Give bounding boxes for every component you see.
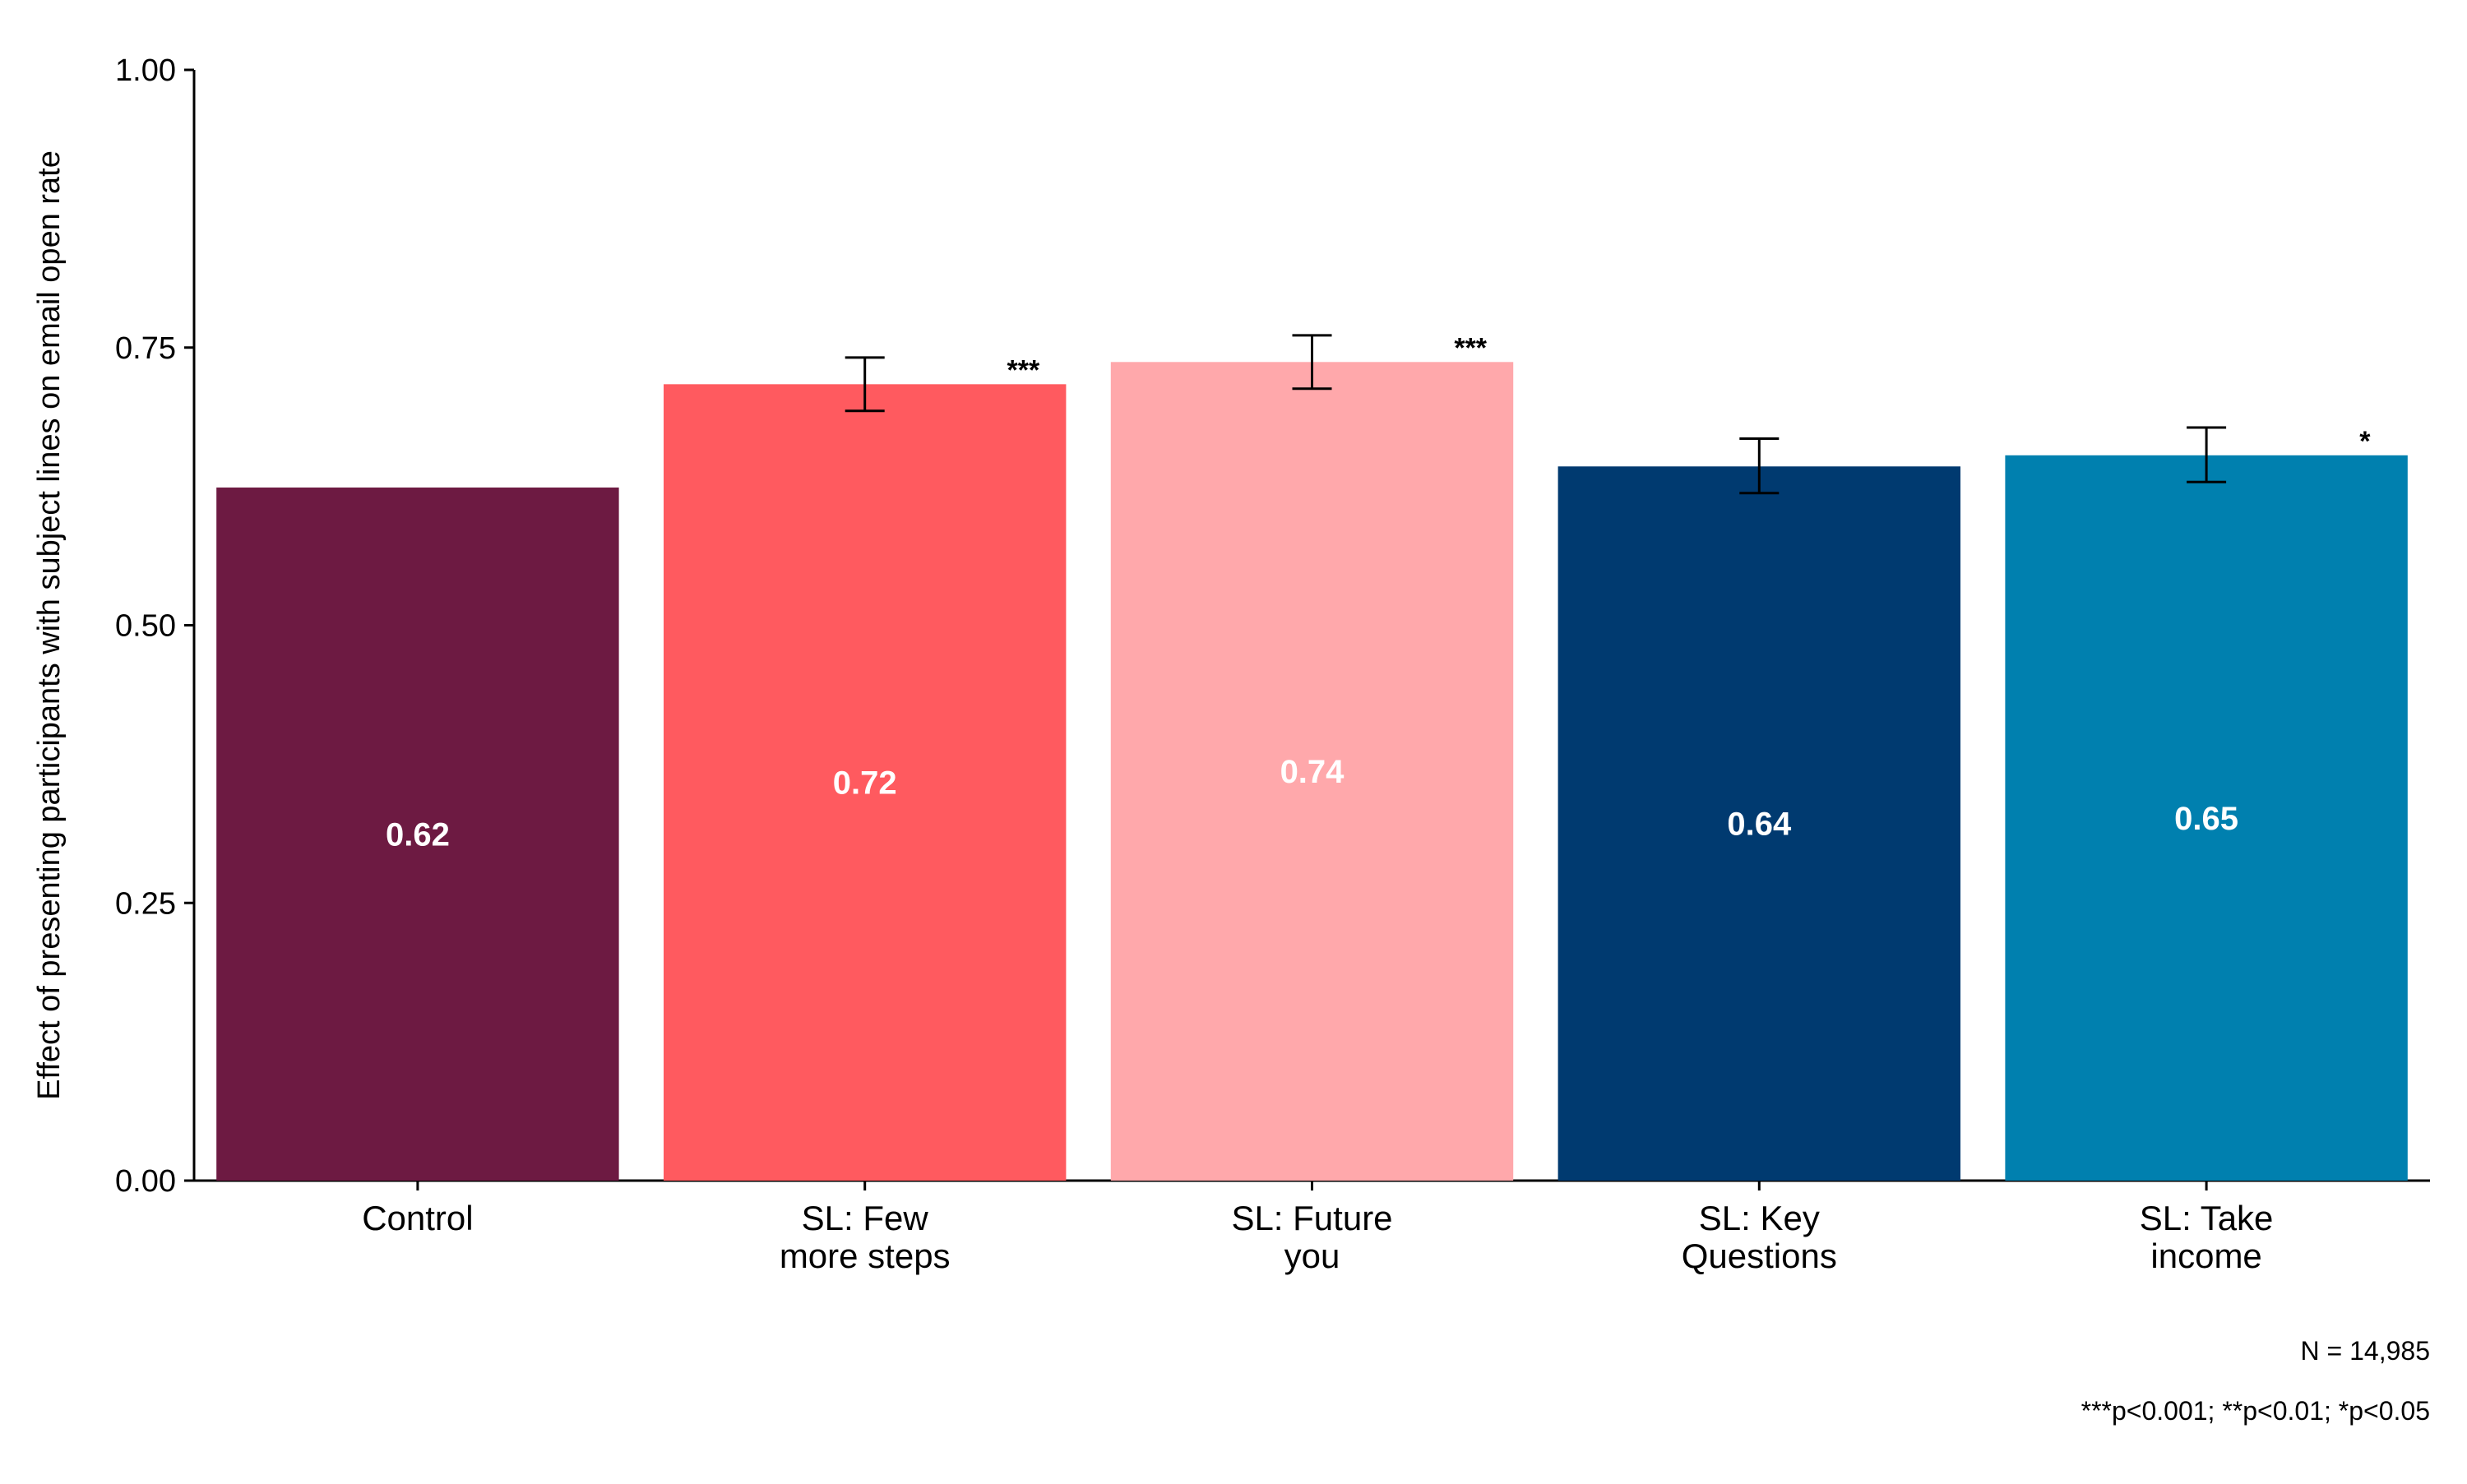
- x-tick-label: SL: Future you: [1231, 1199, 1392, 1275]
- x-axis: Control SL: Few more steps SL: Future you SL:…: [194, 1179, 2430, 1275]
- bars: [216, 362, 2408, 1181]
- y-tick-label: 0.75: [115, 331, 176, 366]
- error-bar: [2187, 426, 2227, 483]
- error-bar: [1292, 334, 1332, 391]
- significance-marker: *: [2359, 426, 2371, 457]
- bar-value-labels: 0.62 0.72 0.74 0.64 0.65: [386, 754, 2238, 853]
- p-value-note: ***p<0.001; **p<0.01; *p<0.05: [2081, 1396, 2430, 1426]
- bar: [1110, 362, 1514, 1181]
- bar: [1557, 466, 1961, 1181]
- bar-value-label: 0.72: [833, 765, 897, 802]
- y-axis-label: Effect of presenting participants with s…: [32, 150, 67, 1100]
- bar-value-label: 0.65: [2174, 801, 2238, 837]
- bar-value-label: 0.74: [1280, 754, 1345, 790]
- error-bars: [845, 334, 2227, 495]
- error-bar: [845, 356, 885, 413]
- x-tick-label: SL: Take income: [2140, 1199, 2274, 1275]
- x-tick-label: Control: [362, 1199, 473, 1237]
- y-tick-label: 0.25: [115, 886, 176, 921]
- bar: [216, 487, 619, 1181]
- bar: [663, 384, 1067, 1181]
- significance-marker: ***: [1454, 332, 1487, 363]
- significance-markers: *******: [1007, 332, 2372, 456]
- y-axis: 0.00 0.25 0.50 0.75 1.00: [115, 53, 196, 1199]
- y-tick-label: 0.50: [115, 609, 176, 644]
- bar-value-label: 0.62: [386, 816, 450, 853]
- y-tick-label: 0.00: [115, 1164, 176, 1199]
- x-tick-label: SL: Few more steps: [780, 1199, 951, 1275]
- error-bar: [1739, 437, 1780, 495]
- bar: [2005, 455, 2408, 1181]
- bar-value-label: 0.64: [1727, 807, 1792, 843]
- sample-size-note: N = 14,985: [2301, 1336, 2430, 1366]
- significance-marker: ***: [1007, 354, 1040, 386]
- y-tick-label: 1.00: [115, 53, 176, 88]
- x-tick-label: SL: Key Questions: [1682, 1199, 1837, 1275]
